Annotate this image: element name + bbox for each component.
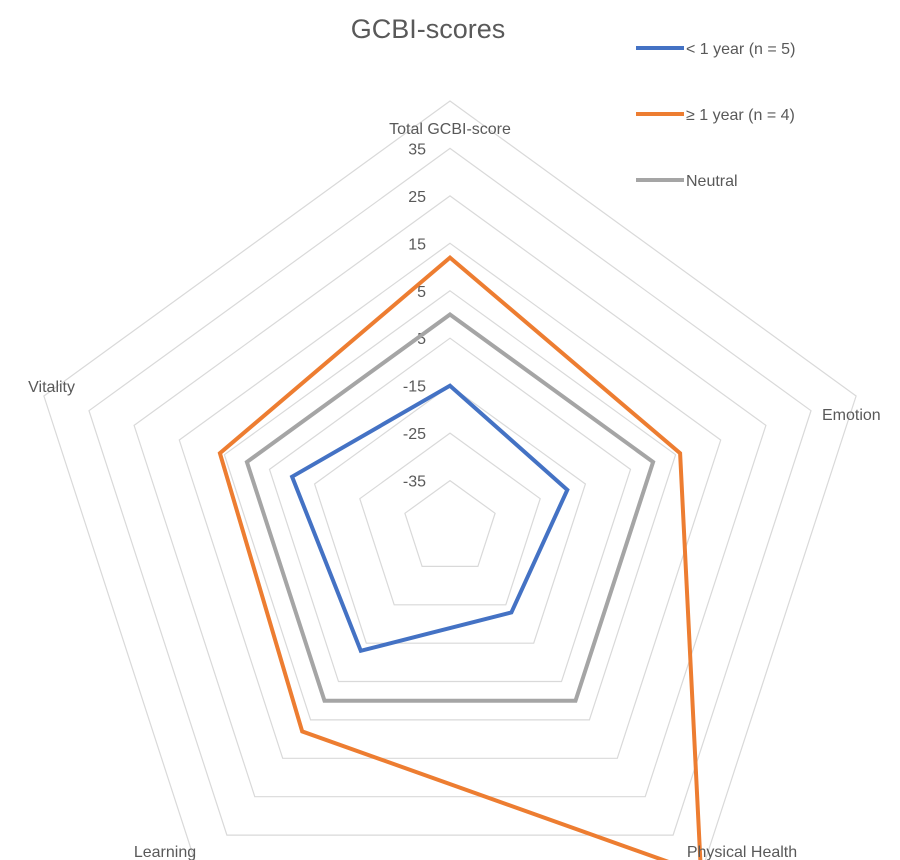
category-labels: Total GCBI-score Emotion Physical Health Le… xyxy=(28,121,881,860)
category-label: Vitality xyxy=(28,379,75,396)
legend-label: ≥ 1 year (n = 4) xyxy=(686,107,795,124)
tick-label: 5 xyxy=(417,284,426,301)
chart-title: GCBI-scores xyxy=(351,14,506,44)
grid-ring xyxy=(404,479,496,568)
tick-label: -25 xyxy=(403,426,426,443)
tick-label: 25 xyxy=(408,189,426,206)
radar-grid xyxy=(43,100,857,860)
legend-label: Neutral xyxy=(686,173,738,190)
series-plot-area xyxy=(217,254,703,860)
legend: < 1 year (n = 5) ≥ 1 year (n = 4) Neutral xyxy=(636,41,795,190)
grid-ring xyxy=(223,290,677,721)
category-label: Emotion xyxy=(822,407,881,424)
tick-label: -15 xyxy=(403,379,426,396)
grid-ring xyxy=(313,384,587,644)
tick-label: -35 xyxy=(403,474,426,491)
grid-ring xyxy=(43,100,857,860)
series-line-1 xyxy=(217,254,703,860)
grid-ring xyxy=(133,195,767,798)
category-label: Learning xyxy=(134,844,196,860)
category-label: Total GCBI-score xyxy=(389,121,511,138)
grid-ring xyxy=(359,432,541,606)
legend-label: < 1 year (n = 5) xyxy=(686,41,795,58)
grid-ring xyxy=(268,337,632,683)
grid-ring xyxy=(178,242,722,759)
grid-ring xyxy=(88,147,812,836)
series-line-2 xyxy=(244,312,656,703)
tick-label: 15 xyxy=(408,236,426,253)
tick-label: 35 xyxy=(408,141,426,158)
category-label: Physical Health xyxy=(687,844,797,860)
series-line-0 xyxy=(289,383,570,654)
